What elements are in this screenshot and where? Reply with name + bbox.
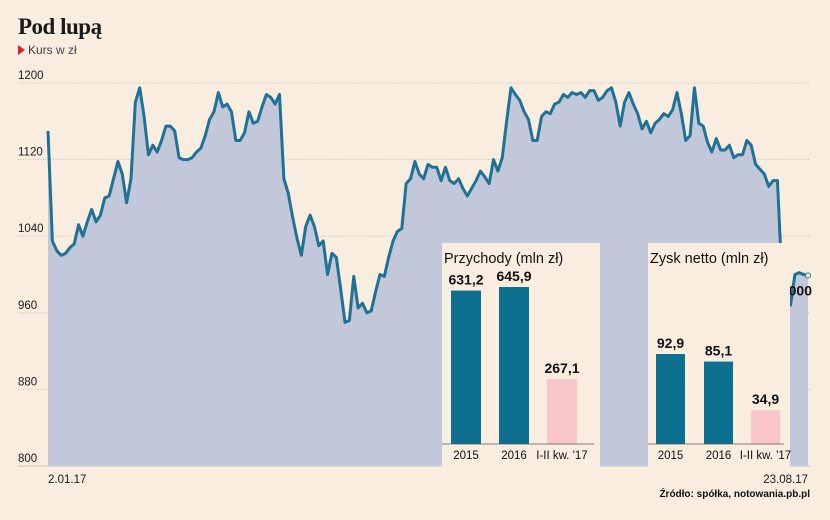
y-tick-label-1120: 1120 bbox=[18, 147, 43, 159]
subtitle-text: Kurs w zł bbox=[28, 43, 77, 57]
price-line bbox=[46, 86, 809, 324]
profit-value-label-2: 34,9 bbox=[752, 391, 779, 407]
y-tick-label-800: 800 bbox=[18, 453, 37, 465]
profit-bar-2 bbox=[751, 410, 780, 444]
revenue-bar-1 bbox=[499, 287, 529, 444]
profit-category-label-0: 2015 bbox=[658, 450, 684, 462]
profit-bar-0 bbox=[656, 354, 685, 444]
revenue-title: Przychody (mln zł) bbox=[444, 251, 563, 267]
end-point-marker bbox=[805, 272, 811, 279]
profit-value-label-1: 85,1 bbox=[705, 343, 732, 359]
revenue-bar-0 bbox=[451, 290, 481, 444]
revenue-category-label-1: 2016 bbox=[501, 450, 527, 462]
y-tick-label-1040: 1040 bbox=[18, 223, 44, 235]
chart-subtitle: Kurs w zł bbox=[18, 43, 77, 57]
profit-bar-1 bbox=[704, 361, 733, 444]
legend-marker-icon bbox=[18, 45, 25, 55]
profit-category-label-1: 2016 bbox=[706, 450, 732, 462]
source-note: Źródło: spółka, notowania.pb.pl bbox=[659, 489, 810, 500]
profit-value-label-0: 92,9 bbox=[657, 335, 684, 351]
revenue-value-label-1: 645,9 bbox=[496, 268, 531, 284]
y-tick-label-1200: 1200 bbox=[18, 70, 44, 82]
revenue-category-label-0: 2015 bbox=[453, 450, 479, 462]
chart-title: Pod lupą bbox=[18, 14, 102, 39]
revenue-value-label-2: 267,1 bbox=[544, 360, 579, 376]
x-end-label: 23.08.17 bbox=[763, 474, 808, 486]
revenue-category-label-2: I-II kw. '17 bbox=[536, 450, 587, 462]
x-start-label: 2.01.17 bbox=[48, 474, 86, 486]
y-tick-label-960: 960 bbox=[18, 300, 37, 312]
revenue-bar-2 bbox=[547, 379, 577, 444]
revenue-value-label-0: 631,2 bbox=[448, 272, 483, 288]
profit-title: Zysk netto (mln zł) bbox=[650, 251, 768, 267]
profit-category-label-2: I-II kw. '17 bbox=[740, 450, 791, 462]
price-area bbox=[48, 87, 808, 466]
y-tick-label-880: 880 bbox=[18, 376, 37, 388]
